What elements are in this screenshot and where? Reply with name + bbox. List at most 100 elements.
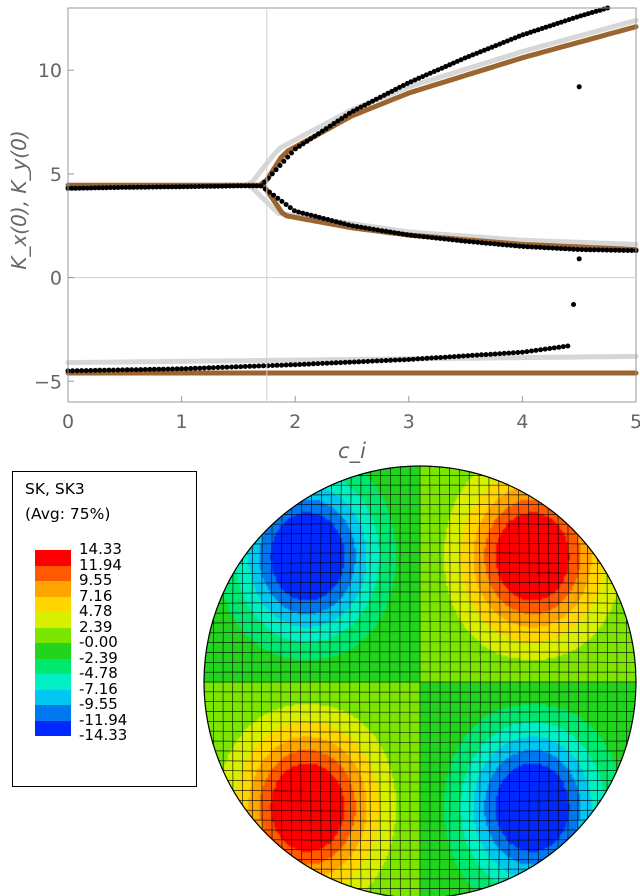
data-point — [533, 244, 539, 250]
data-point — [425, 234, 431, 240]
data-point — [516, 243, 522, 249]
data-point — [154, 184, 160, 190]
data-point — [515, 350, 521, 355]
data-point — [356, 359, 362, 365]
data-point — [447, 354, 453, 360]
data-point — [408, 79, 414, 85]
data-point — [566, 246, 572, 252]
data-point — [560, 344, 566, 350]
data-point — [570, 15, 576, 21]
data-point — [192, 184, 198, 190]
data-point — [300, 210, 306, 216]
data-point — [377, 94, 383, 100]
data-point — [338, 360, 344, 366]
data-point — [238, 183, 244, 189]
x-tick-label: 3 — [403, 411, 415, 433]
mesh-line — [566, 466, 570, 896]
data-point — [323, 126, 329, 132]
data-point — [69, 185, 75, 191]
data-point — [500, 242, 506, 248]
data-point — [134, 184, 140, 190]
legend-entry: -0.00 — [35, 633, 185, 659]
data-point — [333, 219, 339, 225]
data-point — [524, 349, 530, 355]
data-point — [251, 363, 257, 369]
data-point — [346, 110, 352, 116]
data-point — [97, 367, 103, 373]
data-point — [550, 245, 556, 251]
data-point — [246, 183, 252, 189]
data-point — [369, 358, 375, 364]
data-point — [587, 247, 593, 253]
data-point — [260, 363, 266, 369]
data-point — [629, 248, 635, 253]
data-point — [124, 367, 130, 373]
data-point — [596, 247, 601, 253]
data-point — [528, 29, 533, 35]
data-point — [304, 211, 310, 217]
legend-value: 7.16 — [79, 586, 113, 605]
mesh-line — [439, 466, 441, 896]
legend-value: -2.39 — [79, 648, 118, 667]
mesh-line — [498, 466, 501, 896]
data-point — [385, 90, 391, 96]
outlier-point — [571, 302, 577, 308]
legend-value: -7.16 — [79, 679, 118, 698]
data-point — [358, 224, 364, 230]
data-point — [504, 38, 510, 44]
data-point — [296, 209, 302, 215]
mesh-line — [204, 819, 636, 822]
y-tick-label: −5 — [34, 371, 62, 393]
data-point — [123, 184, 129, 190]
legend-swatch — [35, 658, 71, 674]
data-point — [408, 232, 414, 238]
data-point — [512, 35, 518, 41]
legend-value: 9.55 — [79, 571, 113, 589]
legend-value: -14.33 — [79, 726, 128, 744]
mesh-line — [458, 466, 461, 896]
data-point — [373, 96, 379, 102]
mesh-line — [204, 740, 636, 743]
data-point — [285, 154, 291, 160]
data-point — [443, 64, 449, 69]
data-point — [415, 356, 421, 362]
data-point — [621, 247, 626, 253]
mesh-line — [204, 838, 636, 841]
data-point — [462, 238, 468, 244]
legend-swatch — [35, 581, 71, 597]
data-point — [558, 246, 564, 252]
data-point — [512, 243, 518, 249]
mesh-line — [527, 466, 531, 896]
data-point — [404, 81, 410, 86]
data-point — [450, 237, 456, 243]
data-point — [501, 40, 506, 45]
data-point — [101, 367, 107, 373]
data-point — [481, 47, 487, 53]
mesh-line — [204, 750, 636, 753]
data-point — [554, 245, 560, 251]
data-point — [219, 183, 225, 189]
data-point — [433, 235, 439, 241]
data-point — [477, 49, 483, 55]
data-point — [279, 198, 285, 204]
mesh-line — [204, 770, 636, 773]
data-point — [466, 239, 472, 245]
data-point — [488, 351, 494, 357]
x-tick-label: 5 — [630, 411, 640, 433]
data-point — [410, 356, 416, 362]
data-point — [583, 247, 589, 253]
data-point — [288, 362, 294, 368]
data-point — [370, 98, 375, 104]
data-point — [160, 366, 166, 372]
data-point — [487, 241, 493, 246]
data-point — [88, 368, 94, 373]
data-point — [210, 365, 216, 371]
data-point — [375, 227, 381, 233]
data-point — [519, 349, 525, 355]
mesh-line — [537, 466, 540, 896]
data-point — [215, 365, 221, 370]
data-point — [404, 232, 410, 238]
data-point — [362, 102, 368, 108]
data-point — [201, 365, 207, 371]
data-point — [442, 354, 448, 360]
